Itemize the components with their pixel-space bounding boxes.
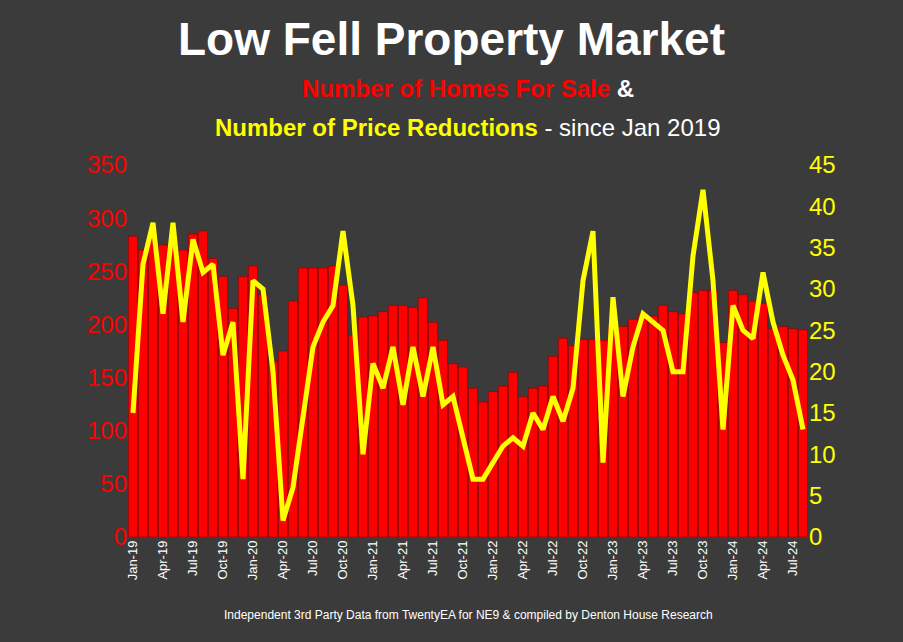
svg-text:Apr-19: Apr-19 <box>155 541 170 580</box>
svg-text:Apr-20: Apr-20 <box>275 541 290 580</box>
svg-text:350: 350 <box>87 151 127 178</box>
svg-text:Apr-23: Apr-23 <box>635 541 650 580</box>
svg-text:35: 35 <box>809 234 836 261</box>
svg-text:15: 15 <box>809 399 836 426</box>
svg-text:45: 45 <box>809 151 836 178</box>
svg-text:Low Fell Property Market: Low Fell Property Market <box>178 13 725 65</box>
svg-text:50: 50 <box>100 470 127 497</box>
svg-text:Jul-21: Jul-21 <box>425 541 440 576</box>
svg-text:Jan-22: Jan-22 <box>485 541 500 581</box>
svg-text:Jan-21: Jan-21 <box>365 541 380 581</box>
svg-text:Jan-20: Jan-20 <box>245 541 260 581</box>
svg-text:Jul-20: Jul-20 <box>305 541 320 576</box>
svg-text:300: 300 <box>87 205 127 232</box>
svg-text:Jul-23: Jul-23 <box>665 541 680 576</box>
svg-text:Apr-21: Apr-21 <box>395 541 410 580</box>
svg-text:0: 0 <box>809 523 822 550</box>
svg-text:Jan-23: Jan-23 <box>605 541 620 581</box>
svg-text:Oct-23: Oct-23 <box>695 541 710 580</box>
svg-text:Independent 3rd Party Data fro: Independent 3rd Party Data from TwentyEA… <box>224 608 713 622</box>
svg-text:Jul-24: Jul-24 <box>785 541 800 576</box>
svg-text:Number of Price Reductions - s: Number of Price Reductions - since Jan 2… <box>215 114 721 141</box>
svg-text:Apr-24: Apr-24 <box>755 541 770 580</box>
svg-text:150: 150 <box>87 364 127 391</box>
svg-text:Jul-19: Jul-19 <box>185 541 200 576</box>
svg-text:Oct-20: Oct-20 <box>335 541 350 580</box>
svg-text:Number of Homes For Sale &: Number of Homes For Sale & <box>302 75 634 102</box>
svg-text:40: 40 <box>809 193 836 220</box>
svg-text:0: 0 <box>114 523 127 550</box>
svg-text:200: 200 <box>87 311 127 338</box>
svg-text:30: 30 <box>809 275 836 302</box>
svg-text:10: 10 <box>809 441 836 468</box>
svg-text:Jan-24: Jan-24 <box>725 541 740 581</box>
svg-text:Apr-22: Apr-22 <box>515 541 530 580</box>
svg-text:250: 250 <box>87 258 127 285</box>
svg-text:Oct-22: Oct-22 <box>575 541 590 580</box>
svg-text:20: 20 <box>809 358 836 385</box>
svg-text:Jan-19: Jan-19 <box>125 541 140 581</box>
svg-text:Jul-22: Jul-22 <box>545 541 560 576</box>
svg-text:Oct-21: Oct-21 <box>455 541 470 580</box>
svg-text:5: 5 <box>809 482 822 509</box>
svg-text:100: 100 <box>87 417 127 444</box>
svg-text:25: 25 <box>809 317 836 344</box>
svg-text:Oct-19: Oct-19 <box>215 541 230 580</box>
